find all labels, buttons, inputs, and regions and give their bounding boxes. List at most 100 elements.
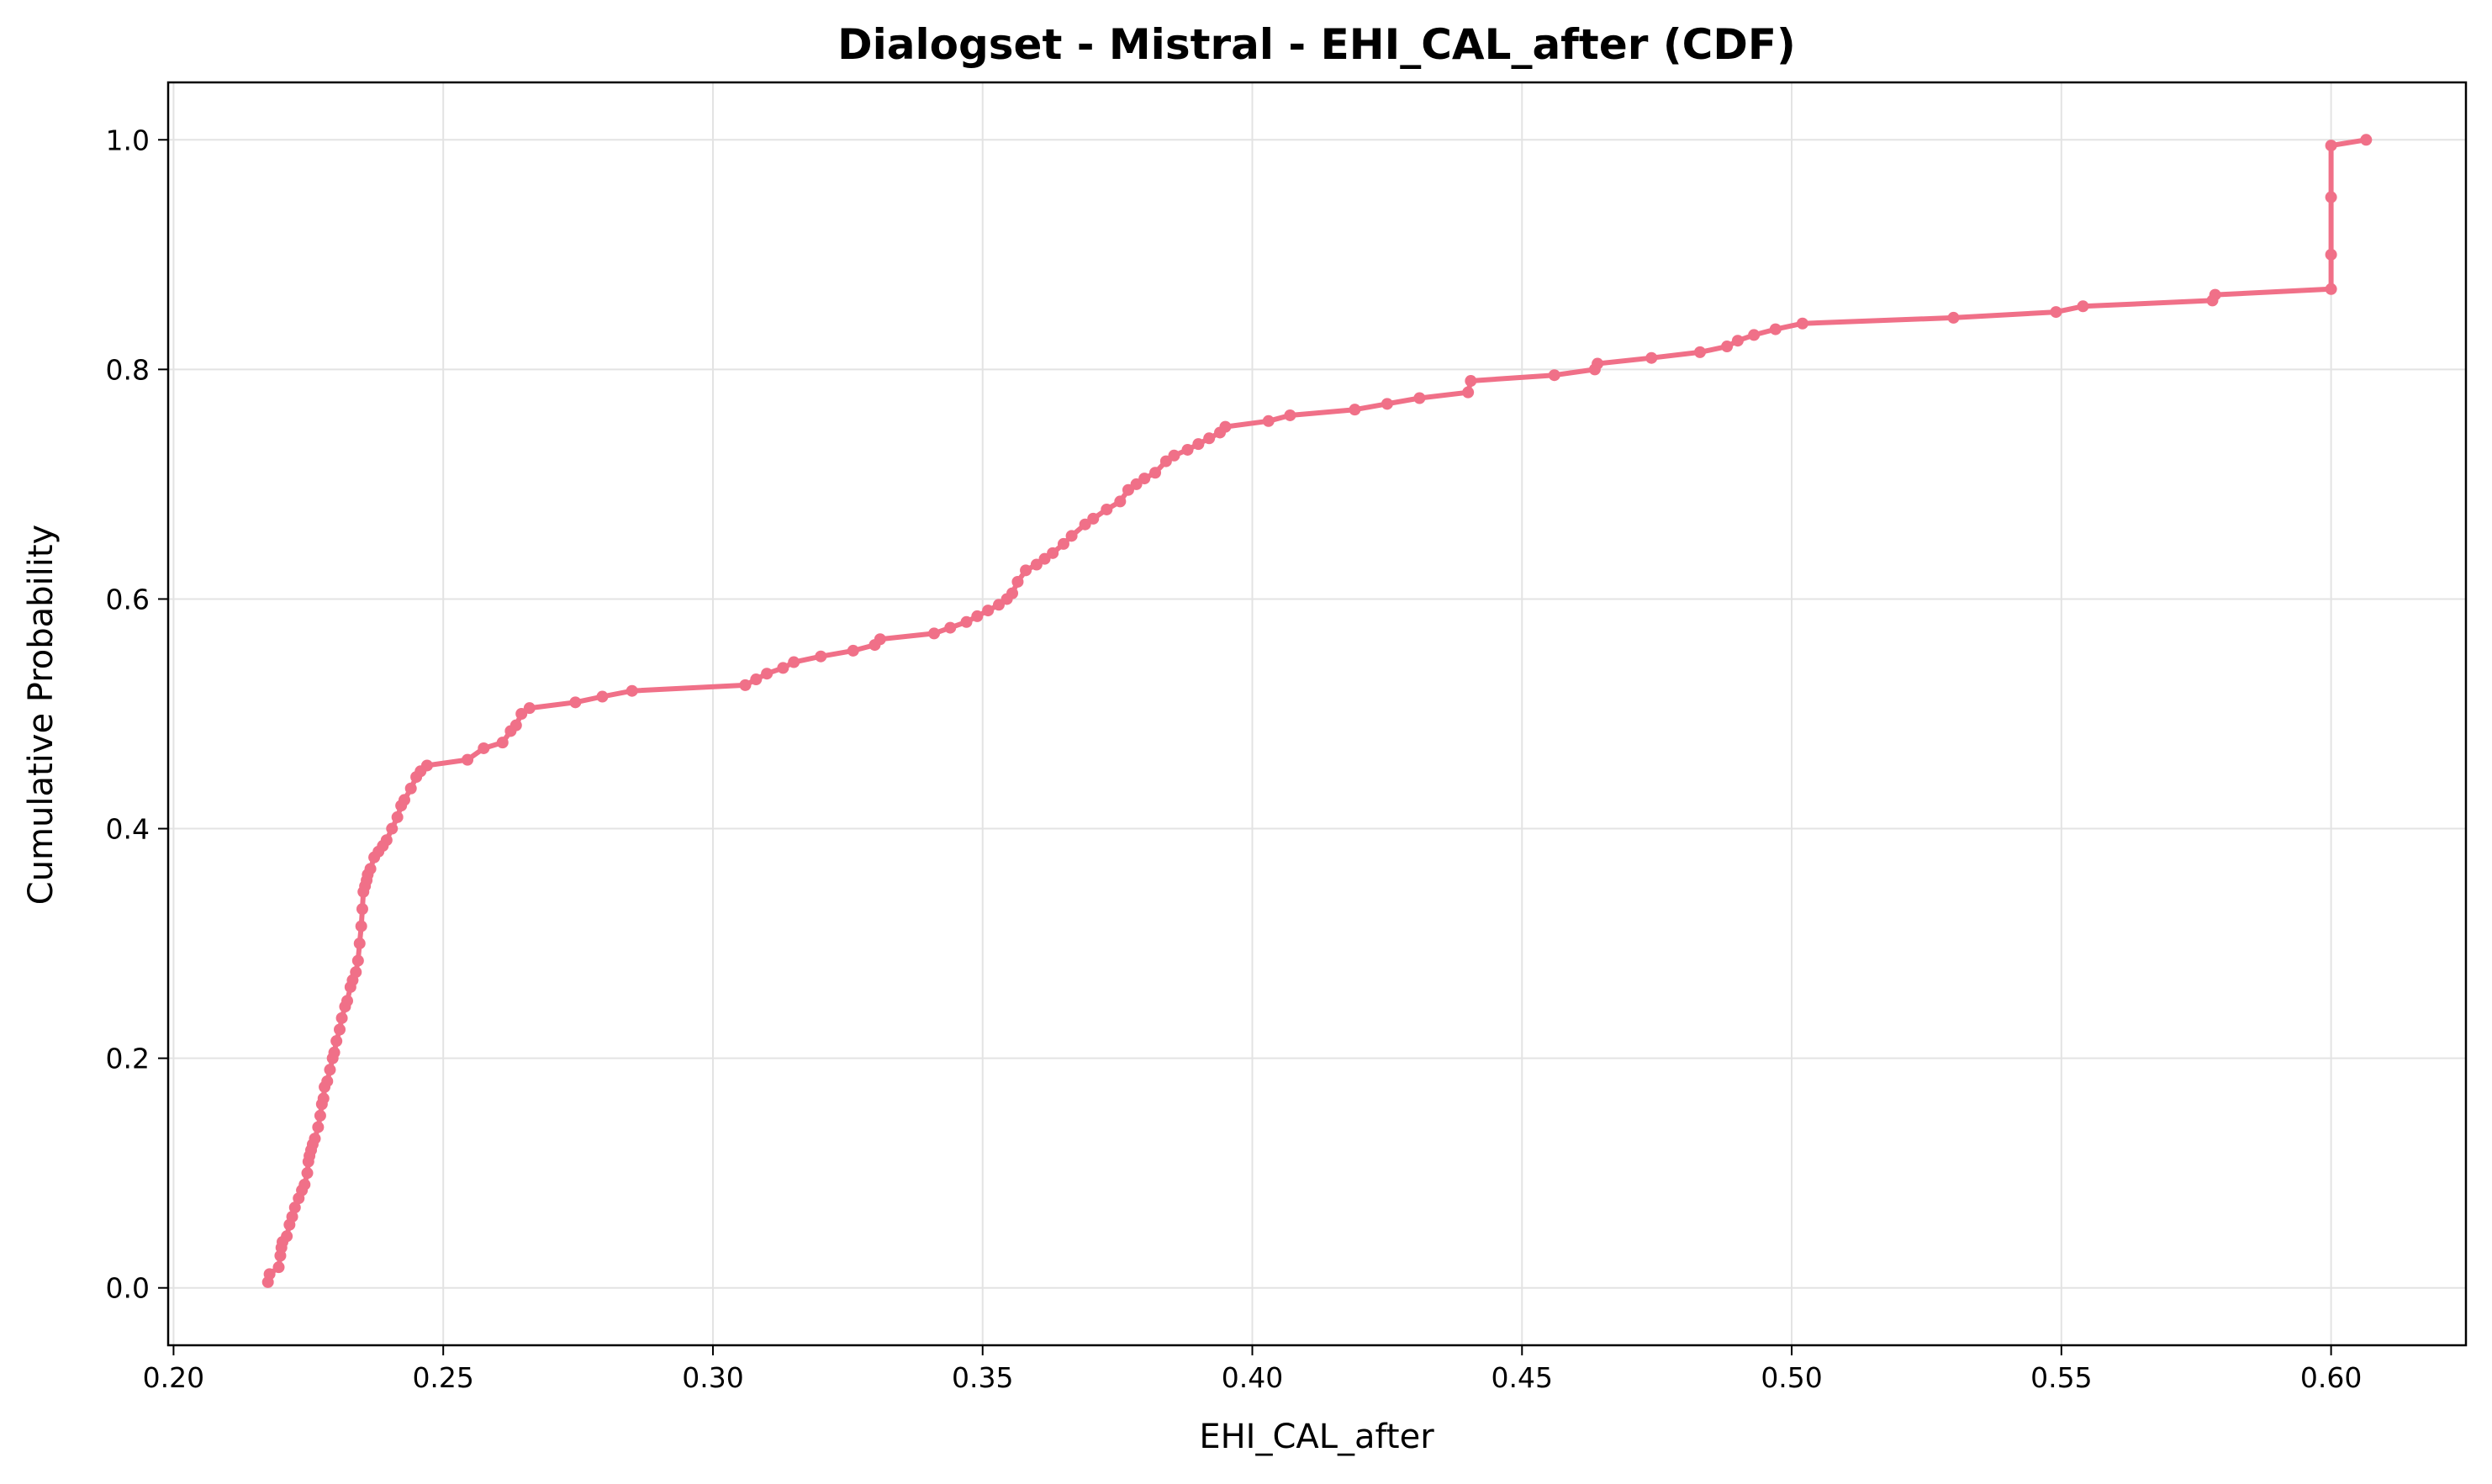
data-point: [509, 719, 522, 731]
data-point: [1065, 530, 1078, 542]
y-tick-label: 1.0: [106, 124, 150, 156]
x-tick-label: 0.30: [682, 1361, 743, 1394]
data-point: [960, 615, 973, 628]
data-point: [380, 834, 393, 847]
x-axis-label: EHI_CAL_after: [1199, 1418, 1434, 1456]
data-point: [335, 1011, 348, 1024]
data-point: [596, 690, 609, 703]
x-tick-label: 0.20: [143, 1361, 204, 1394]
data-point: [324, 1064, 336, 1076]
y-tick-label: 0.8: [106, 353, 150, 386]
data-point: [263, 1268, 276, 1281]
data-point: [2325, 191, 2337, 203]
data-point: [1011, 575, 1024, 588]
data-point: [847, 644, 859, 657]
data-point: [1748, 329, 1761, 341]
data-point: [351, 954, 364, 967]
data-point: [1047, 547, 1059, 559]
data-point: [1694, 346, 1706, 358]
data-point: [355, 920, 367, 932]
data-point: [334, 1023, 346, 1036]
data-point: [1592, 357, 1604, 370]
data-point: [350, 966, 362, 979]
data-point: [1731, 335, 1744, 347]
data-point: [312, 1121, 325, 1133]
data-point: [928, 627, 940, 640]
data-point: [341, 995, 353, 1007]
data-point: [1149, 467, 1162, 479]
data-point: [2209, 288, 2221, 301]
y-tick-label: 0.2: [106, 1043, 150, 1075]
data-point: [1262, 415, 1275, 427]
x-tick-label: 0.25: [412, 1361, 473, 1394]
y-tick-label: 0.6: [106, 583, 150, 615]
data-point: [398, 794, 410, 806]
data-point: [1796, 317, 1808, 330]
data-point: [626, 684, 638, 697]
data-point: [1020, 564, 1032, 577]
data-point: [1192, 438, 1205, 451]
axis-ticks: 0.20 0.25 0.30 0.35 0.40 0.45 0.50 0.55 0.60 0.0 0…: [106, 124, 2363, 1394]
data-point: [2325, 248, 2337, 261]
data-point: [1284, 409, 1296, 421]
data-point: [2077, 300, 2089, 313]
data-point: [569, 696, 582, 709]
data-point: [288, 1201, 301, 1214]
data-point: [301, 1167, 314, 1180]
data-point: [1462, 386, 1475, 399]
data-point: [971, 610, 984, 622]
data-point: [496, 737, 509, 749]
data-point: [1087, 512, 1100, 525]
data-point: [874, 633, 886, 646]
data-point: [788, 656, 800, 668]
y-tick-label: 0.0: [106, 1272, 150, 1305]
data-point: [1101, 503, 1113, 515]
data-point: [739, 679, 752, 691]
data-point: [1769, 323, 1782, 335]
data-point: [2360, 134, 2373, 146]
data-point: [1413, 392, 1426, 404]
data-point: [2325, 140, 2337, 152]
grid-lines: [168, 82, 2466, 1345]
data-point: [1645, 351, 1658, 364]
data-point: [353, 937, 366, 950]
data-point: [777, 662, 789, 674]
data-point: [523, 702, 536, 715]
data-point: [2325, 283, 2337, 295]
data-point: [1947, 311, 1960, 324]
data-point: [281, 1230, 293, 1243]
data-point: [1181, 443, 1194, 456]
data-point: [1349, 404, 1361, 416]
x-tick-label: 0.40: [1222, 1361, 1283, 1394]
y-axis-label: Cumulative Probability: [22, 525, 61, 905]
data-point: [982, 605, 995, 617]
data-point: [386, 822, 399, 835]
chart-title: Dialogset - Mistral - EHI_CAL_after (CDF…: [837, 20, 1796, 69]
data-point: [1465, 375, 1477, 388]
data-point: [272, 1261, 285, 1274]
plot-frame: [166, 81, 2468, 1347]
data-point: [317, 1092, 330, 1105]
data-point: [1168, 449, 1180, 462]
data-point: [286, 1211, 298, 1223]
data-point: [1721, 341, 1734, 353]
data-point: [298, 1178, 311, 1191]
data-point: [815, 650, 827, 663]
data-point: [1057, 537, 1069, 550]
data-point: [1006, 587, 1019, 599]
data-point: [1548, 369, 1560, 382]
data-point: [1138, 473, 1151, 485]
data-point: [1203, 432, 1216, 445]
data-point: [1219, 420, 1232, 433]
data-point: [321, 1075, 334, 1087]
x-tick-label: 0.45: [1492, 1361, 1553, 1394]
x-tick-label: 0.50: [1761, 1361, 1822, 1394]
data-point: [391, 811, 404, 823]
data-point: [328, 1046, 341, 1059]
data-point: [1114, 495, 1127, 508]
data-point: [944, 621, 957, 634]
data-point: [330, 1035, 343, 1048]
data-point: [364, 863, 377, 875]
series-ehi-cal-after: [261, 134, 2373, 1288]
